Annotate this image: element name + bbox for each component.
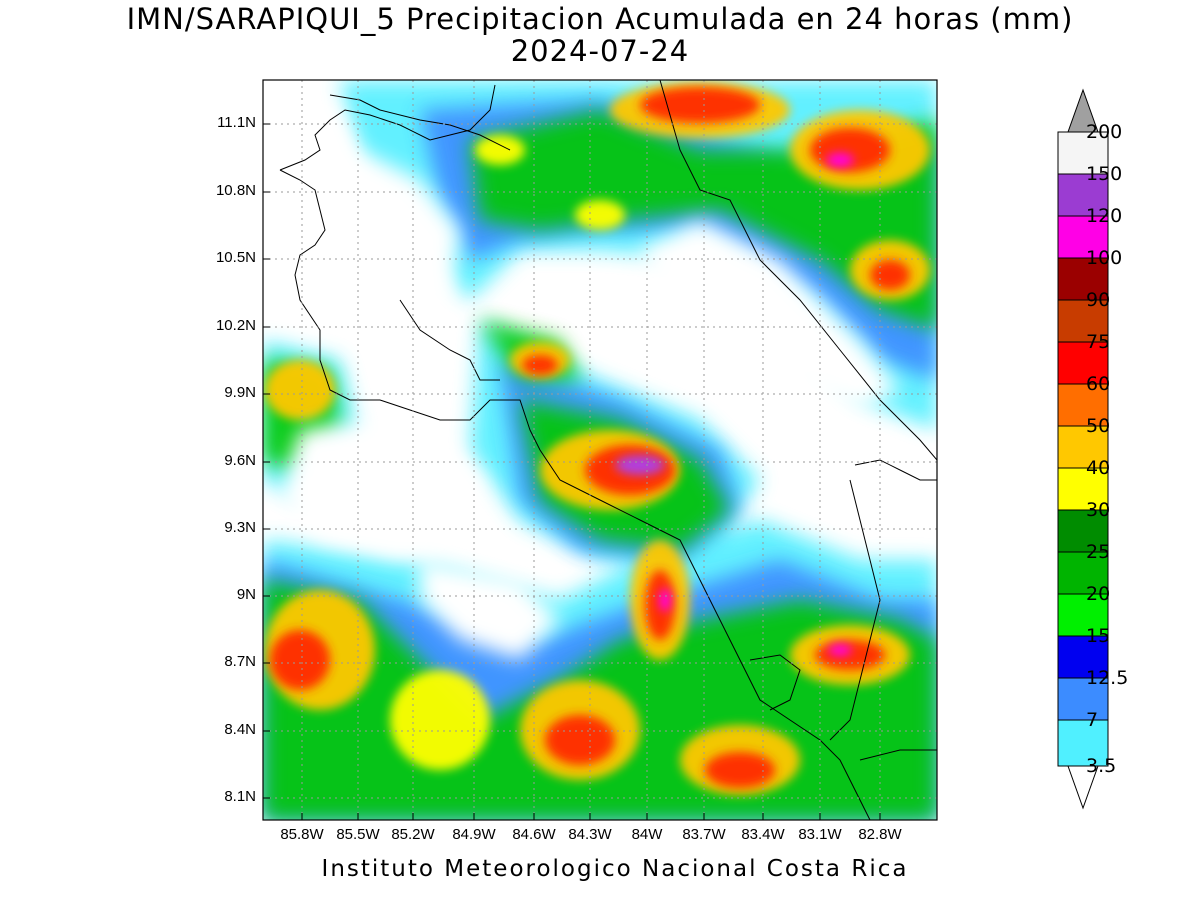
- lon-label: 84.9W: [452, 826, 496, 843]
- colorbar-swatch: [1057, 677, 1109, 721]
- lat-label: 9.6N: [224, 452, 256, 469]
- lon-label: 84.6W: [512, 826, 556, 843]
- colorbar-swatch: [1057, 425, 1109, 469]
- colorbar-label: 75: [1086, 331, 1111, 353]
- colorbar-label: 3.5: [1086, 755, 1117, 777]
- colorbar-label: 90: [1086, 289, 1111, 311]
- colorbar-swatch: [1057, 173, 1109, 217]
- axis-ticks: [263, 123, 881, 820]
- lon-label: 83.7W: [682, 826, 726, 843]
- colorbar-label: 40: [1086, 457, 1111, 479]
- lon-label: 82.8W: [858, 826, 902, 843]
- colorbar-swatch: [1057, 299, 1109, 343]
- colorbar-label: 50: [1086, 415, 1111, 437]
- colorbar-swatch: [1057, 383, 1109, 427]
- precip-field: [263, 80, 937, 820]
- footer-credit: Instituto Meteorologico Nacional Costa R…: [321, 856, 909, 882]
- colorbar-swatch: [1057, 551, 1109, 595]
- colorbar-label: 12.5: [1086, 667, 1129, 689]
- colorbar-label: 7: [1086, 709, 1099, 731]
- map-title: IMN/SARAPIQUI_5 Precipitacion Acumulada …: [126, 2, 1074, 36]
- colorbar-swatch: [1057, 215, 1109, 259]
- colorbar-swatch: [1057, 131, 1109, 175]
- lat-label: 10.8N: [215, 182, 256, 199]
- lat-label: 8.7N: [224, 653, 256, 670]
- colorbar-label: 20: [1086, 583, 1111, 605]
- lon-label: 84W: [631, 826, 663, 843]
- colorbar-swatch: [1057, 509, 1109, 553]
- lon-label: 83.1W: [798, 826, 842, 843]
- colorbar-swatch: [1057, 467, 1109, 511]
- colorbar-lower-arrow: [1067, 765, 1099, 810]
- lat-label: 9.3N: [224, 519, 256, 536]
- lon-label: 84.3W: [568, 826, 612, 843]
- colorbar-swatch: [1057, 593, 1109, 637]
- lat-label: 9N: [236, 586, 256, 603]
- colorbar-label: 150: [1086, 163, 1123, 185]
- lat-label: 11.1N: [217, 114, 256, 131]
- lon-label: 85.5W: [336, 826, 380, 843]
- lon-label: 83.4W: [741, 826, 785, 843]
- colorbar-label: 120: [1086, 205, 1123, 227]
- map-date: 2024-07-24: [510, 34, 690, 68]
- colorbar-label: 25: [1086, 541, 1111, 563]
- colorbar-label: 15: [1086, 625, 1111, 647]
- colorbar-swatch: [1057, 341, 1109, 385]
- lat-label: 8.4N: [224, 721, 256, 738]
- lat-label: 8.1N: [224, 788, 256, 805]
- coastline: [279, 80, 937, 820]
- colorbar: [1057, 88, 1109, 810]
- colorbar-swatch: [1057, 719, 1109, 767]
- colorbar-label: 60: [1086, 373, 1111, 395]
- lon-label: 85.2W: [391, 826, 435, 843]
- lon-label: 85.8W: [280, 826, 324, 843]
- graticule: [263, 80, 937, 820]
- colorbar-label: 30: [1086, 499, 1111, 521]
- map-frame: [262, 79, 938, 821]
- lat-label: 10.2N: [215, 317, 256, 334]
- lat-label: 10.5N: [215, 249, 256, 266]
- colorbar-label: 200: [1086, 121, 1123, 143]
- colorbar-label: 100: [1086, 247, 1123, 269]
- lat-label: 9.9N: [224, 384, 256, 401]
